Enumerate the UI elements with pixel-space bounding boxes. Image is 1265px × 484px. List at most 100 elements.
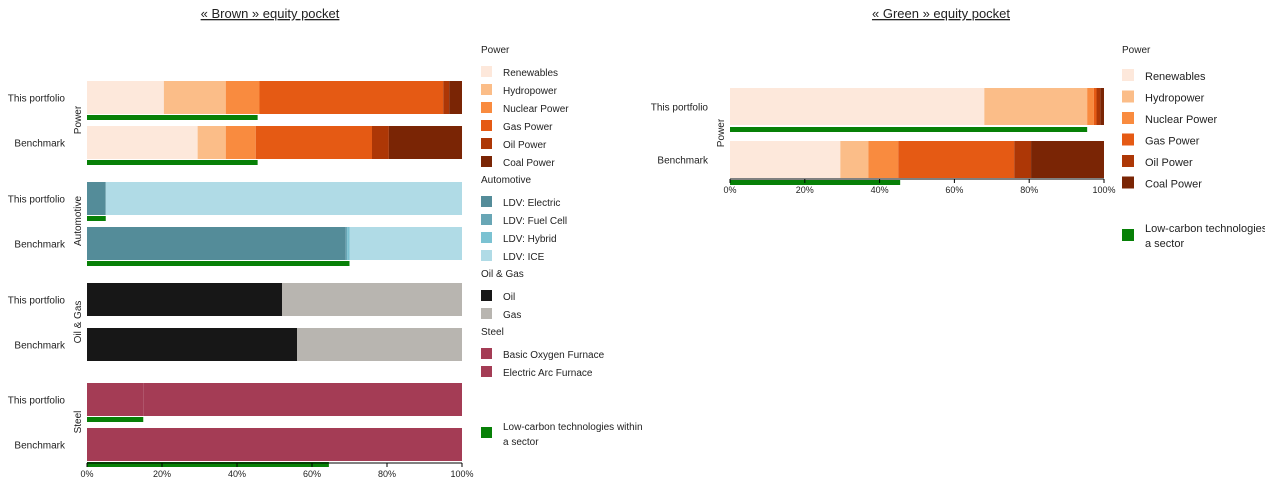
row-label-this-portfolio: This portfolio <box>651 103 709 114</box>
low-carbon-bar-steel-this-portfolio <box>87 417 144 422</box>
sector-label-power: Power <box>73 105 84 134</box>
legend-label-gas-power: Gas Power <box>1145 136 1200 148</box>
legend-heading-power: Power <box>481 45 510 56</box>
legend-swatch-ldv-ice <box>481 250 492 261</box>
sector-power: This portfolio Benchmark Power <box>651 88 1104 185</box>
brown-legend: Power Renewables Hydropower Nuclear Power Ga… <box>481 45 643 448</box>
green-chart-title: « Green » equity pocket <box>872 6 1010 21</box>
legend-swatch-gas <box>481 308 492 319</box>
bar-power-benchmark-hydropower <box>197 126 226 159</box>
bar-power-benchmark-oil-power <box>372 126 389 159</box>
legend-swatch-low-carbon <box>1122 229 1134 241</box>
low-carbon-bar-power-this-portfolio <box>730 127 1088 132</box>
legend-swatch-ldv-hybrid <box>481 232 492 243</box>
legend-label-hydropower: Hydropower <box>503 86 558 97</box>
row-label-benchmark: Benchmark <box>14 341 66 352</box>
bar-power-this-portfolio-oil-power <box>443 81 450 114</box>
bar-steel-benchmark-basic-oxygen-furnace <box>87 428 327 461</box>
brown-chart-title: « Brown » equity pocket <box>201 6 340 21</box>
bar-oil-gas-this-portfolio-oil <box>87 283 282 316</box>
bar-steel-this-portfolio-electric-arc-furnace <box>143 383 462 416</box>
bar-oil-gas-this-portfolio-gas <box>282 283 462 316</box>
bar-power-this-portfolio-coal-power <box>1100 88 1104 125</box>
bar-power-benchmark-coal-power <box>1031 141 1104 178</box>
bar-steel-this-portfolio-basic-oxygen-furnace <box>87 383 144 416</box>
bar-automotive-benchmark-ldv-ice <box>349 227 462 260</box>
x-tick-label: 100% <box>1092 185 1115 195</box>
bar-power-benchmark-renewables <box>730 141 841 178</box>
row-label-benchmark: Benchmark <box>657 156 709 167</box>
legend-label-nuclear-power: Nuclear Power <box>1145 114 1217 126</box>
legend-label-coal-power: Coal Power <box>503 158 555 169</box>
low-carbon-bar-steel-benchmark <box>87 462 329 467</box>
bar-oil-gas-benchmark-gas <box>297 328 462 361</box>
row-label-this-portfolio: This portfolio <box>8 296 66 307</box>
legend-label-ldv-electric: LDV: Electric <box>503 198 560 209</box>
legend-label-coal-power: Coal Power <box>1145 179 1202 191</box>
legend-swatch-hydropower <box>481 84 492 95</box>
green-legend: Power Renewables Hydropower Nuclear Power Ga… <box>1122 45 1265 250</box>
legend-swatch-electric-arc-furnace <box>481 366 492 377</box>
legend-swatch-low-carbon <box>481 427 492 438</box>
bar-automotive-benchmark-ldv-fuel-cell <box>345 227 348 260</box>
x-tick-label: 80% <box>1020 185 1038 195</box>
legend-label-ldv-ice: LDV: ICE <box>503 252 545 263</box>
legend-heading-automotive: Automotive <box>481 175 531 186</box>
bar-automotive-this-portfolio-ldv-electric <box>87 182 106 215</box>
sector-oil-gas: This portfolio Benchmark Oil & Gas <box>8 283 462 361</box>
low-carbon-bar-automotive-this-portfolio <box>87 216 106 221</box>
sector-automotive: This portfolio Benchmark Automotive <box>8 182 462 266</box>
x-tick-label: 80% <box>378 469 396 479</box>
legend-label-gas: Gas <box>503 310 521 321</box>
x-tick-label: 20% <box>796 185 814 195</box>
row-label-benchmark: Benchmark <box>14 240 66 251</box>
legend-label-renewables: Renewables <box>503 68 558 79</box>
bar-power-this-portfolio-nuclear-power <box>225 81 260 114</box>
bar-power-this-portfolio-renewables <box>87 81 164 114</box>
low-carbon-bar-power-benchmark <box>730 180 901 185</box>
bar-power-this-portfolio-nuclear-power <box>1087 88 1094 125</box>
legend-swatch-gas-power <box>1122 133 1134 146</box>
green-chart-marks: This portfolio Benchmark Power 0% 20% 40% 60% 8… <box>651 88 1116 195</box>
legend-label-ldv-fuel-cell: LDV: Fuel Cell <box>503 216 567 227</box>
row-label-this-portfolio: This portfolio <box>8 195 66 206</box>
bar-automotive-this-portfolio-ldv-ice <box>105 182 462 215</box>
legend-swatch-ldv-electric <box>481 196 492 207</box>
low-carbon-bar-power-this-portfolio <box>87 115 258 120</box>
bar-power-this-portfolio-gas-power <box>259 81 444 114</box>
bar-power-benchmark-nuclear-power <box>225 126 256 159</box>
legend-label-renewables: Renewables <box>1145 71 1206 83</box>
bar-automotive-benchmark-ldv-electric <box>87 227 346 260</box>
sector-label-power: Power <box>716 118 727 147</box>
legend-label-ldv-hybrid: LDV: Hybrid <box>503 234 557 245</box>
legend-label-oil-power: Oil Power <box>503 140 547 151</box>
x-tick-label: 40% <box>871 185 889 195</box>
bar-power-benchmark-hydropower <box>840 141 869 178</box>
x-tick-label: 60% <box>945 185 963 195</box>
legend-swatch-oil <box>481 290 492 301</box>
bar-power-benchmark-gas-power <box>898 141 1015 178</box>
row-label-this-portfolio: This portfolio <box>8 94 66 105</box>
x-tick-label: 20% <box>153 469 171 479</box>
legend-label-gas-power: Gas Power <box>503 122 553 133</box>
legend-swatch-oil-power <box>1122 155 1134 167</box>
x-tick-label: 60% <box>303 469 321 479</box>
legend-swatch-oil-power <box>481 138 492 149</box>
bar-automotive-benchmark-ldv-hybrid <box>347 227 350 260</box>
bar-power-benchmark-nuclear-power <box>868 141 899 178</box>
x-tick-label: 0% <box>80 469 93 479</box>
bar-steel-benchmark-electric-arc-furnace <box>327 428 462 461</box>
bar-power-this-portfolio-coal-power <box>449 81 462 114</box>
row-label-benchmark: Benchmark <box>14 139 66 150</box>
x-tick-label: 40% <box>228 469 246 479</box>
low-carbon-bar-automotive-benchmark <box>87 261 350 266</box>
bar-power-benchmark-oil-power <box>1014 141 1032 178</box>
legend-swatch-hydropower <box>1122 90 1134 103</box>
legend-swatch-gas-power <box>481 120 492 131</box>
bar-power-this-portfolio-hydropower <box>984 88 1088 125</box>
bar-power-benchmark-renewables <box>87 126 198 159</box>
x-tick-label: 100% <box>450 469 473 479</box>
sector-power: This portfolio Benchmark Power <box>8 81 463 165</box>
